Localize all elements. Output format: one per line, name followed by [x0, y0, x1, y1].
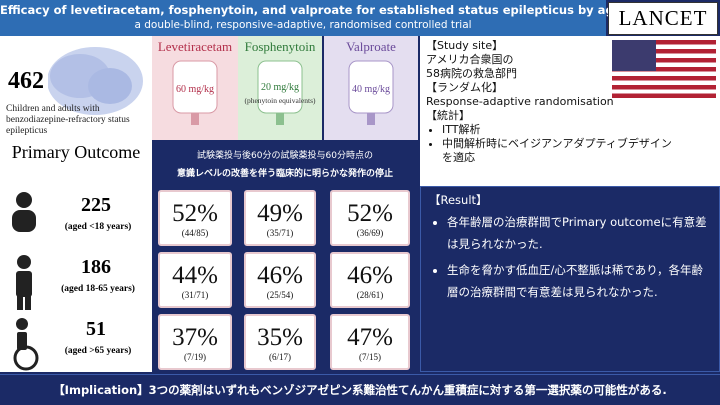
- heading: 【統計】: [426, 109, 470, 122]
- percentage: 52%: [172, 200, 218, 227]
- fraction: (7/19): [184, 352, 206, 362]
- heading: 【Result】: [429, 193, 488, 207]
- result-card: 47% (7/15): [330, 314, 410, 370]
- percentage: 47%: [347, 324, 393, 351]
- group-count: 51: [86, 318, 106, 340]
- text-line: Response-adaptive randomisation: [426, 95, 614, 108]
- result-card: 46% (25/54): [244, 252, 316, 308]
- result-card: 52% (44/85): [158, 190, 232, 246]
- fraction: (28/61): [356, 290, 384, 300]
- drug-column: Fosphenytoin 20 mg/kg (phenytoin equival…: [238, 36, 322, 140]
- implication: 【Implication】3つの薬剤はいずれもベンゾジアゼピン系難治性てんかん重…: [0, 374, 720, 405]
- header: Efficacy of levetiracetam, fosphenytoin,…: [0, 0, 719, 36]
- outcome-label: Primary Outcome: [11, 142, 141, 162]
- age-icons: [12, 192, 39, 371]
- brain-icon: [47, 47, 143, 115]
- result-card: 44% (31/71): [158, 252, 232, 308]
- text-line: 58病院の救急部門: [426, 67, 517, 80]
- outcome-box: 試験薬投与後60分の試験薬投与60分時点の 意識レベルの改善を伴う臨床的に明らか…: [152, 140, 418, 186]
- bullet: 生命を脅かす低血圧/心不整脈は稀であり，各年齢層の治療群間で有意差は見られなかっ…: [447, 259, 711, 303]
- dose: 20 mg/kg: [260, 82, 300, 93]
- heading: 【ランダム化】: [426, 81, 503, 94]
- percentage: 37%: [172, 324, 218, 351]
- us-flag: [612, 40, 716, 98]
- bullet: 各年齢層の治療群間でPrimary outcomeに有意差は見られなかった.: [447, 211, 711, 255]
- group-age: (aged 18-65 years): [61, 284, 135, 294]
- percentage: 35%: [257, 324, 303, 351]
- result-panel: 【Result】 各年齢層の治療群間でPrimary outcomeに有意差は見…: [420, 186, 720, 372]
- percentage: 46%: [257, 262, 303, 289]
- drug-name: Fosphenytoin: [244, 39, 316, 54]
- count: 462: [4, 68, 48, 95]
- fraction: (36/69): [356, 228, 384, 238]
- fraction: (31/71): [181, 290, 209, 300]
- group-count: 225: [81, 194, 111, 216]
- result-card: 35% (6/17): [244, 314, 316, 370]
- description: Children and adults with benzodiazepine-…: [6, 104, 130, 136]
- fraction: (6/17): [269, 352, 291, 362]
- drug-name: Levetiracetam: [157, 39, 233, 54]
- population-panel: 462 Children and adults with benzodiazep…: [0, 36, 152, 186]
- percentage: 46%: [347, 262, 393, 289]
- group-age: (aged <18 years): [64, 222, 132, 232]
- fraction: (7/15): [359, 352, 381, 362]
- bullet: 中間解析時にベイジアンアダプティブデザインを適応: [442, 137, 672, 165]
- logo: LANCET: [608, 2, 718, 35]
- fraction: (25/54): [266, 290, 294, 300]
- dose-note: (phenytoin equivalents): [244, 96, 316, 105]
- percentage: 49%: [257, 200, 303, 227]
- result-card: 49% (35/71): [244, 190, 316, 246]
- group-count: 186: [81, 256, 111, 278]
- result-card: 52% (36/69): [330, 190, 410, 246]
- groups-panel: [0, 186, 152, 372]
- result-card: 37% (7/19): [158, 314, 232, 370]
- drug-name: Valproate: [346, 39, 396, 54]
- title: Efficacy of levetiracetam, fosphenytoin,…: [0, 3, 719, 17]
- text-line: アメリカ合衆国の: [426, 53, 514, 66]
- fraction: (44/85): [181, 228, 209, 238]
- iv-bag: [348, 60, 394, 125]
- heading: 【Study site】: [426, 39, 504, 52]
- outcome-line: 意識レベルの改善を伴う臨床的に明らかな発作の停止: [176, 169, 393, 179]
- dose: 40 mg/kg: [351, 84, 391, 95]
- iv-bag: [172, 60, 218, 125]
- drug-column: Valproate 40 mg/kg: [324, 36, 418, 140]
- fraction: (35/71): [266, 228, 294, 238]
- percentage: 52%: [347, 200, 393, 227]
- percentage: 44%: [172, 262, 218, 289]
- bullet: ITT解析: [442, 123, 672, 137]
- outcome-line: 試験薬投与後60分の試験薬投与60分時点の: [197, 151, 373, 161]
- drug-column: Levetiracetam 60 mg/kg: [152, 36, 238, 140]
- study-panel: 【Study site】 アメリカ合衆国の 58病院の救急部門 【ランダム化】 …: [420, 36, 720, 186]
- iv-bag: [257, 60, 303, 125]
- subtitle: a double-blind, responsive-adaptive, ran…: [134, 19, 472, 31]
- group-age: (aged >65 years): [64, 346, 132, 356]
- result-card: 46% (28/61): [330, 252, 410, 308]
- dose: 60 mg/kg: [175, 84, 215, 95]
